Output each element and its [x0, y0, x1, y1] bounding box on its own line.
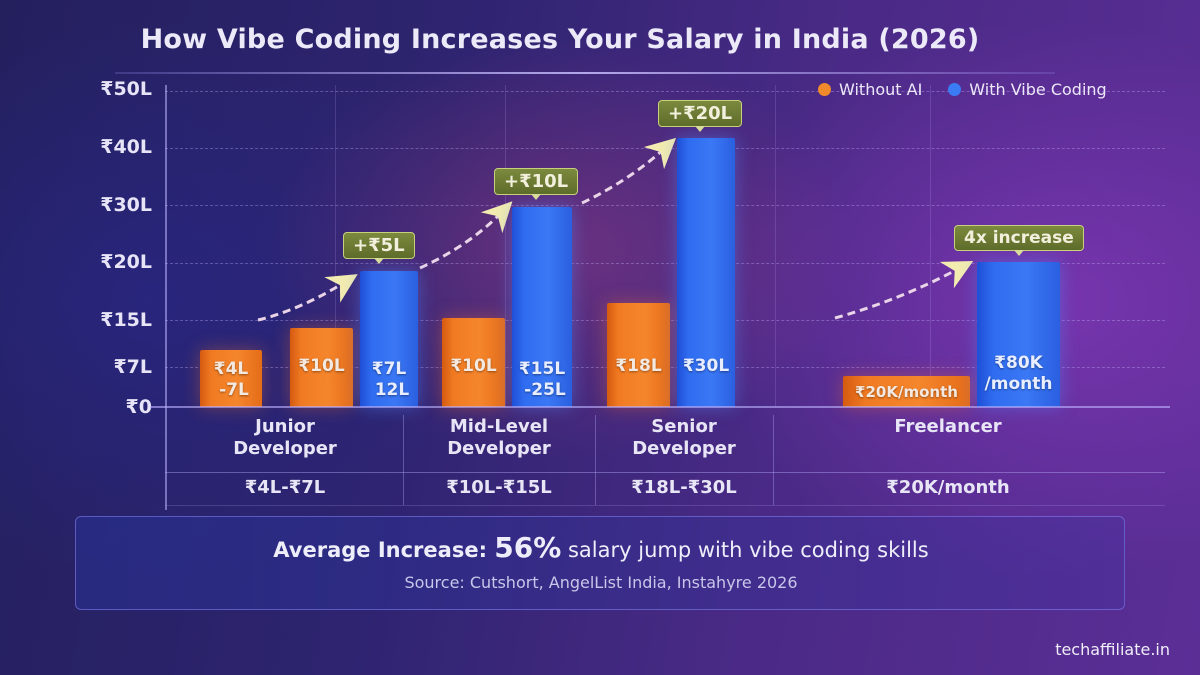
- table-divider: [165, 505, 1165, 506]
- table-column-divider: [773, 415, 774, 505]
- category-label-freelancer: Freelancer: [894, 416, 1002, 437]
- bar-senior-with-vibe: ₹30L: [677, 138, 735, 407]
- legend: Without AI With Vibe Coding: [818, 80, 1107, 99]
- gridline-30: [165, 205, 1165, 206]
- vgrid: [505, 85, 506, 407]
- legend-swatch-blue: [948, 83, 962, 96]
- bar-junior-without-ai-2: ₹10L: [290, 328, 353, 407]
- y-tick-label: ₹50L: [100, 78, 152, 100]
- category-range-freelancer: ₹20K/month: [886, 477, 1010, 498]
- vgrid: [335, 85, 336, 407]
- category-range-senior: ₹18L-₹30L: [631, 477, 737, 498]
- legend-label-with-vibe-coding: With Vibe Coding: [969, 80, 1107, 99]
- y-tick-label: ₹0: [125, 396, 152, 418]
- title-divider: [115, 72, 1055, 74]
- bar-value: ₹7L 12L: [371, 359, 410, 400]
- category-label-junior: Junior Developer: [233, 416, 337, 459]
- source-citation: Source: Cutshort, AngelList India, Insta…: [404, 573, 798, 592]
- legend-label-without-ai: Without AI: [839, 80, 923, 99]
- bar-value: ₹10L: [298, 356, 345, 376]
- y-tick-label: ₹7L: [113, 356, 152, 378]
- table-column-divider: [403, 415, 404, 505]
- bar-mid-with-vibe: ₹15L -25L: [512, 207, 572, 407]
- increase-badge-senior: +₹20L: [658, 100, 743, 132]
- gridline-50: [165, 91, 1165, 92]
- summary-prefix: Average Increase:: [273, 538, 495, 562]
- increase-badge-mid: +₹10L: [494, 168, 579, 200]
- bar-freelancer-with-vibe: ₹80K /month: [977, 262, 1060, 407]
- bar-value: ₹80K /month: [984, 353, 1053, 394]
- bar-mid-without-ai: ₹10L: [442, 318, 505, 407]
- chart-title: How Vibe Coding Increases Your Salary in…: [140, 24, 980, 55]
- gridline-20: [165, 263, 1165, 264]
- bar-junior-with-vibe: ₹7L 12L: [360, 271, 418, 407]
- bar-value: ₹20K/month: [855, 383, 958, 401]
- bar-senior-without-ai: ₹18L: [607, 303, 670, 407]
- table-column-divider: [595, 415, 596, 505]
- summary-box: Average Increase: 56% salary jump with v…: [75, 516, 1125, 610]
- y-tick-label: ₹20L: [100, 251, 152, 273]
- table-divider: [165, 472, 1165, 473]
- watermark: techaffiliate.in: [1055, 640, 1170, 659]
- bar-value: ₹15L -25L: [518, 359, 566, 400]
- bar-value: ₹18L: [615, 356, 662, 376]
- bar-value: ₹30L: [682, 356, 730, 376]
- bar-junior-without-ai-1: ₹4L -7L: [200, 350, 262, 407]
- bar-value: ₹4L -7L: [213, 359, 249, 400]
- category-label-mid: Mid-Level Developer: [447, 416, 551, 459]
- bar-freelancer-without-ai: ₹20K/month: [843, 376, 970, 407]
- vgrid: [930, 85, 931, 407]
- increase-badge-junior: +₹5L: [343, 232, 415, 264]
- legend-swatch-orange: [818, 83, 831, 96]
- category-label-senior: Senior Developer: [632, 416, 736, 459]
- y-tick-label: ₹30L: [100, 194, 152, 216]
- y-tick-label: ₹40L: [100, 136, 152, 158]
- increase-badge-freelancer: 4x increase: [954, 225, 1084, 256]
- x-axis-line: [150, 406, 1170, 408]
- y-axis-line: [165, 85, 167, 510]
- vgrid: [775, 85, 776, 407]
- summary-percent: 56%: [494, 531, 562, 564]
- category-range-mid: ₹10L-₹15L: [446, 477, 552, 498]
- y-tick-label: ₹15L: [100, 309, 152, 331]
- summary-headline: Average Increase: 56% salary jump with v…: [76, 531, 1126, 564]
- bar-value: ₹10L: [450, 356, 497, 376]
- category-range-junior: ₹4L-₹7L: [244, 477, 326, 498]
- summary-suffix: salary jump with vibe coding skills: [561, 538, 929, 562]
